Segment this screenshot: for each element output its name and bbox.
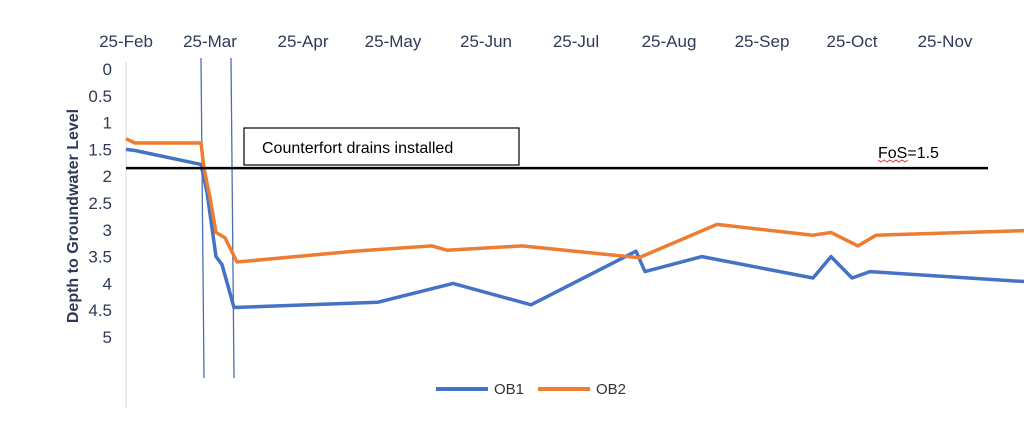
y-tick-label: 3 (103, 221, 112, 240)
y-tick-label: 3.5 (88, 248, 112, 267)
x-tick-label: 25-Apr (277, 32, 328, 51)
y-tick-label: 2 (103, 167, 112, 186)
annotation-box-label: Counterfort drains installed (262, 140, 453, 157)
x-tick-label: 25-Oct (826, 32, 877, 51)
fos-label: FoS=1.5 (878, 145, 939, 162)
x-axis-ticks: 25-Feb 25-Mar 25-Apr 25-May 25-Jun 25-Jul 25-A… (99, 32, 973, 51)
series-line-ob1 (125, 147, 1024, 310)
annotation-box (243, 127, 520, 166)
y-axis-ticks: 0 0.5 1 1.5 2 2.5 3 3.5 4 4.5 5 (88, 60, 112, 347)
legend-label-ob2: OB2 (596, 381, 626, 398)
fos-spellcheck-underline (877, 159, 909, 163)
y-tick-label: 4 (103, 274, 112, 293)
legend: OB1 OB2 (436, 381, 626, 398)
vertical-marker-line (230, 57, 235, 379)
x-tick-label: 25-Aug (642, 32, 697, 51)
x-tick-label: 25-May (365, 32, 422, 51)
y-tick-label: 1 (103, 114, 112, 133)
x-tick-label: 25-Nov (918, 32, 973, 51)
x-tick-label: 25-Jun (460, 32, 512, 51)
y-axis-title: Depth to Groundwater Level (65, 109, 82, 323)
x-tick-label: 25-Feb (99, 32, 153, 51)
vertical-marker-line (200, 57, 205, 379)
y-tick-label: 0.5 (88, 87, 112, 106)
y-tick-label: 5 (103, 328, 112, 347)
x-tick-label: 25-Jul (553, 32, 599, 51)
y-tick-label: 2.5 (88, 194, 112, 213)
legend-label-ob1: OB1 (494, 381, 524, 398)
y-tick-label: 4.5 (88, 301, 112, 320)
x-tick-label: 25-Mar (183, 32, 237, 51)
y-tick-label: 1.5 (88, 140, 112, 159)
y-tick-label: 0 (103, 60, 112, 79)
installation-markers (200, 57, 235, 379)
x-tick-label: 25-Sep (735, 32, 790, 51)
